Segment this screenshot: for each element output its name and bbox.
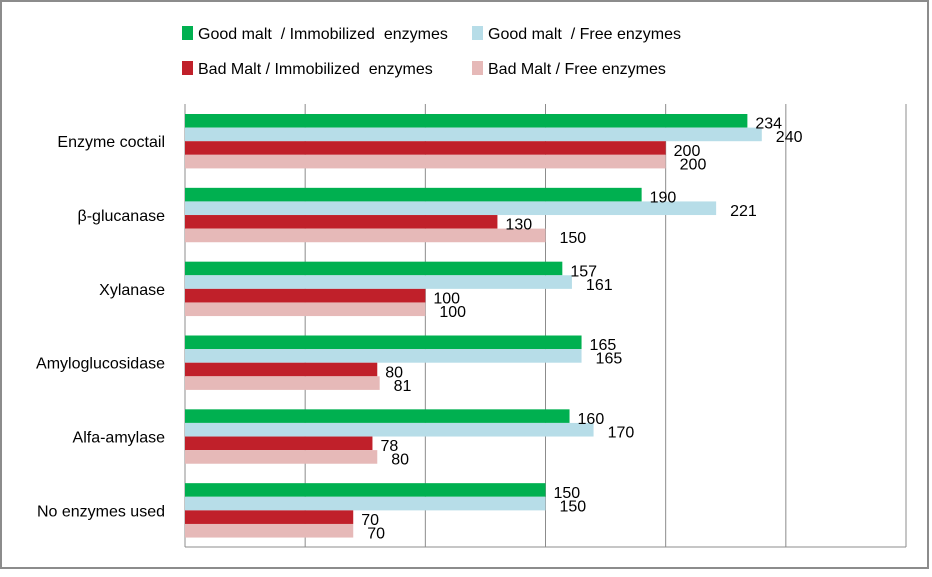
data-label: 80 <box>385 364 403 381</box>
bar <box>185 436 373 451</box>
data-label: 200 <box>680 156 707 173</box>
bar <box>185 114 748 128</box>
category-label: Xylanase <box>99 282 165 299</box>
data-label: 160 <box>578 411 605 428</box>
category-label: Enzyme coctail <box>57 134 165 151</box>
data-label: 190 <box>650 189 677 206</box>
bar <box>185 127 762 142</box>
data-label: 200 <box>674 143 701 160</box>
bar <box>185 510 354 524</box>
bar <box>185 228 546 243</box>
data-label: 150 <box>554 485 581 502</box>
category-label: Alfa-amylase <box>73 430 166 447</box>
data-label: 100 <box>439 304 466 321</box>
legend-label: Good malt / Free enzymes <box>488 26 681 43</box>
bar <box>185 288 426 303</box>
data-label: 157 <box>570 263 597 280</box>
data-label: 234 <box>755 116 782 133</box>
category-label: Amyloglucosidase <box>36 356 165 373</box>
bar <box>185 302 426 317</box>
bar <box>185 201 717 216</box>
bar <box>185 409 570 423</box>
data-label: 100 <box>433 290 460 307</box>
bar <box>185 376 380 390</box>
legend-label: Bad Malt / Immobilized enzymes <box>198 61 433 78</box>
bar <box>185 215 498 229</box>
data-label: 161 <box>586 277 613 294</box>
bar <box>185 187 642 202</box>
data-label: 221 <box>730 203 757 220</box>
data-label: 170 <box>608 425 635 442</box>
bar <box>185 450 378 464</box>
data-label: 70 <box>361 512 379 529</box>
bar <box>185 483 546 497</box>
data-label: 165 <box>596 351 623 368</box>
data-label: 80 <box>391 452 409 469</box>
bar <box>185 335 582 350</box>
legend-swatch <box>472 61 483 75</box>
bar <box>185 362 378 377</box>
data-label: 81 <box>394 378 412 395</box>
data-label: 150 <box>560 230 587 247</box>
data-label: 165 <box>590 337 617 354</box>
bar <box>185 261 563 276</box>
legend-swatch <box>472 26 483 40</box>
legend-swatch <box>182 26 193 40</box>
data-label: 150 <box>560 498 587 515</box>
data-label: 130 <box>505 217 532 234</box>
bar <box>185 523 354 538</box>
category-label: β-glucanase <box>78 208 166 225</box>
bar <box>185 154 666 169</box>
data-label: 70 <box>367 526 385 543</box>
legend-label: Bad Malt / Free enzymes <box>488 61 666 78</box>
bar <box>185 496 546 511</box>
legend-swatch <box>182 61 193 75</box>
category-label: No enzymes used <box>37 503 165 520</box>
data-label: 78 <box>380 438 398 455</box>
bar <box>185 275 572 289</box>
data-label: 240 <box>776 129 803 146</box>
bar <box>185 141 666 155</box>
legend-label: Good malt / Immobilized enzymes <box>198 26 448 43</box>
bar <box>185 422 594 437</box>
bar <box>185 349 582 363</box>
